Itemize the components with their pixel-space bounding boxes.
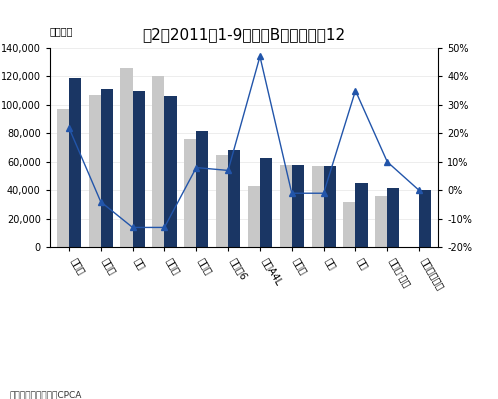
Bar xyxy=(89,95,101,247)
同比增长 xyxy=(321,191,327,196)
Bar xyxy=(292,165,304,247)
Line: 同比增长: 同比增长 xyxy=(66,53,422,230)
Bar xyxy=(132,91,145,247)
同比增长 xyxy=(161,225,167,230)
Bar xyxy=(356,183,368,247)
Bar xyxy=(101,89,113,247)
同比增长 xyxy=(353,88,359,93)
Bar xyxy=(324,166,336,247)
Bar xyxy=(152,76,164,247)
Bar xyxy=(121,68,132,247)
Bar xyxy=(260,158,272,247)
Bar xyxy=(387,188,399,247)
Bar xyxy=(164,96,176,247)
同比增长 xyxy=(416,188,422,193)
Text: 单位：辆: 单位：辆 xyxy=(50,26,73,36)
Bar xyxy=(248,186,260,247)
Title: 图2：2011年1-9月国产B级车销量前12: 图2：2011年1-9月国产B级车销量前12 xyxy=(142,28,346,43)
同比增长 xyxy=(225,168,231,173)
Bar xyxy=(57,109,69,247)
同比增长 xyxy=(289,191,295,196)
Bar xyxy=(184,139,196,247)
Bar xyxy=(312,166,324,247)
Bar xyxy=(419,190,431,247)
同比增长 xyxy=(98,200,104,204)
同比增长 xyxy=(66,125,72,130)
同比增长 xyxy=(257,54,263,59)
Text: 来源：盖世汽车网，CPCA: 来源：盖世汽车网，CPCA xyxy=(10,390,82,399)
同比增长 xyxy=(129,225,135,230)
同比增长 xyxy=(384,160,390,164)
Bar xyxy=(216,155,228,247)
Bar xyxy=(375,196,387,247)
Bar xyxy=(343,202,356,247)
Bar xyxy=(196,130,208,247)
Legend: 2010年1-9月, 2011年1-9月, 同比增长: 2010年1-9月, 2011年1-9月, 同比增长 xyxy=(93,397,357,399)
同比增长 xyxy=(193,165,199,170)
Bar xyxy=(69,78,81,247)
Bar xyxy=(228,150,240,247)
Bar xyxy=(280,165,292,247)
